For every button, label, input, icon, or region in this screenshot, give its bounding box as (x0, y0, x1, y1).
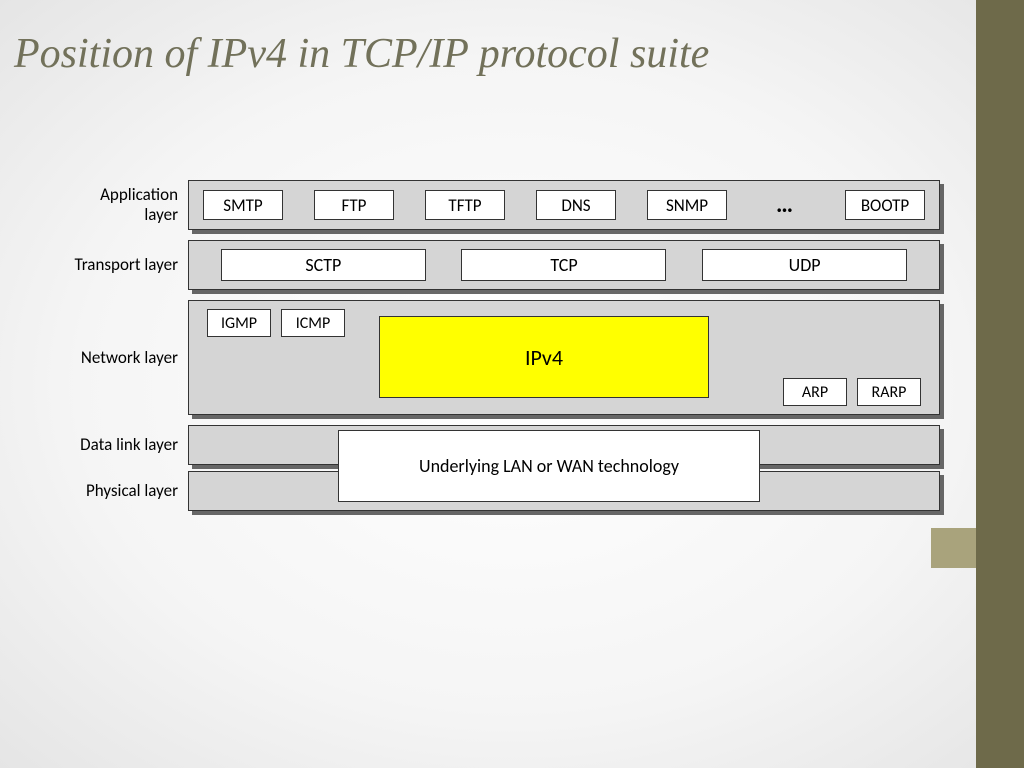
decorative-side-notch (931, 528, 976, 568)
proto-dns: DNS (536, 190, 616, 220)
transport-layer-label: Transport layer (70, 255, 188, 275)
transport-layer-row: Transport layer SCTP TCP UDP (70, 240, 940, 290)
datalink-layer-label: Data link layer (70, 435, 188, 455)
proto-bootp: BOOTP (845, 190, 925, 220)
physical-layer-label: Physical layer (70, 481, 188, 501)
network-layer-row: Network layer IGMP ICMP IPv4 ARP RARP (70, 300, 940, 415)
application-layer-label-text: Application layer (100, 184, 178, 225)
underlying-tech-text: Underlying LAN or WAN technology (419, 455, 679, 478)
proto-udp: UDP (702, 249, 907, 281)
proto-ftp: FTP (314, 190, 394, 220)
proto-rarp: RARP (857, 378, 921, 406)
application-layer-box: SMTP FTP TFTP DNS SNMP … BOOTP (188, 180, 940, 230)
proto-ipv4-highlight: IPv4 (379, 316, 709, 398)
physical-layer-label-text: Physical layer (86, 480, 178, 501)
decorative-side-bar (976, 0, 1024, 768)
lower-layers-group: Data link layer Physical layer Underlyin… (70, 425, 940, 511)
application-layer-label: Application layer (70, 185, 188, 224)
transport-layer-label-text: Transport layer (75, 254, 179, 275)
transport-layer-box: SCTP TCP UDP (188, 240, 940, 290)
proto-sctp: SCTP (221, 249, 426, 281)
proto-igmp: IGMP (207, 309, 271, 337)
underlying-tech-box: Underlying LAN or WAN technology (338, 430, 760, 502)
proto-icmp: ICMP (281, 309, 345, 337)
proto-arp: ARP (783, 378, 847, 406)
tcpip-layers-diagram: Application layer SMTP FTP TFTP DNS SNMP… (70, 180, 940, 511)
network-layer-box: IGMP ICMP IPv4 ARP RARP (188, 300, 940, 415)
slide-title: Position of IPv4 in TCP/IP protocol suit… (14, 30, 914, 78)
application-layer-row: Application layer SMTP FTP TFTP DNS SNMP… (70, 180, 940, 230)
network-layer-label-text: Network layer (81, 347, 178, 368)
proto-tcp: TCP (461, 249, 666, 281)
proto-ellipsis: … (758, 193, 814, 217)
proto-snmp: SNMP (647, 190, 727, 220)
datalink-layer-label-text: Data link layer (80, 434, 178, 455)
network-layer-label: Network layer (70, 348, 188, 368)
proto-tftp: TFTP (425, 190, 505, 220)
proto-smtp: SMTP (203, 190, 283, 220)
